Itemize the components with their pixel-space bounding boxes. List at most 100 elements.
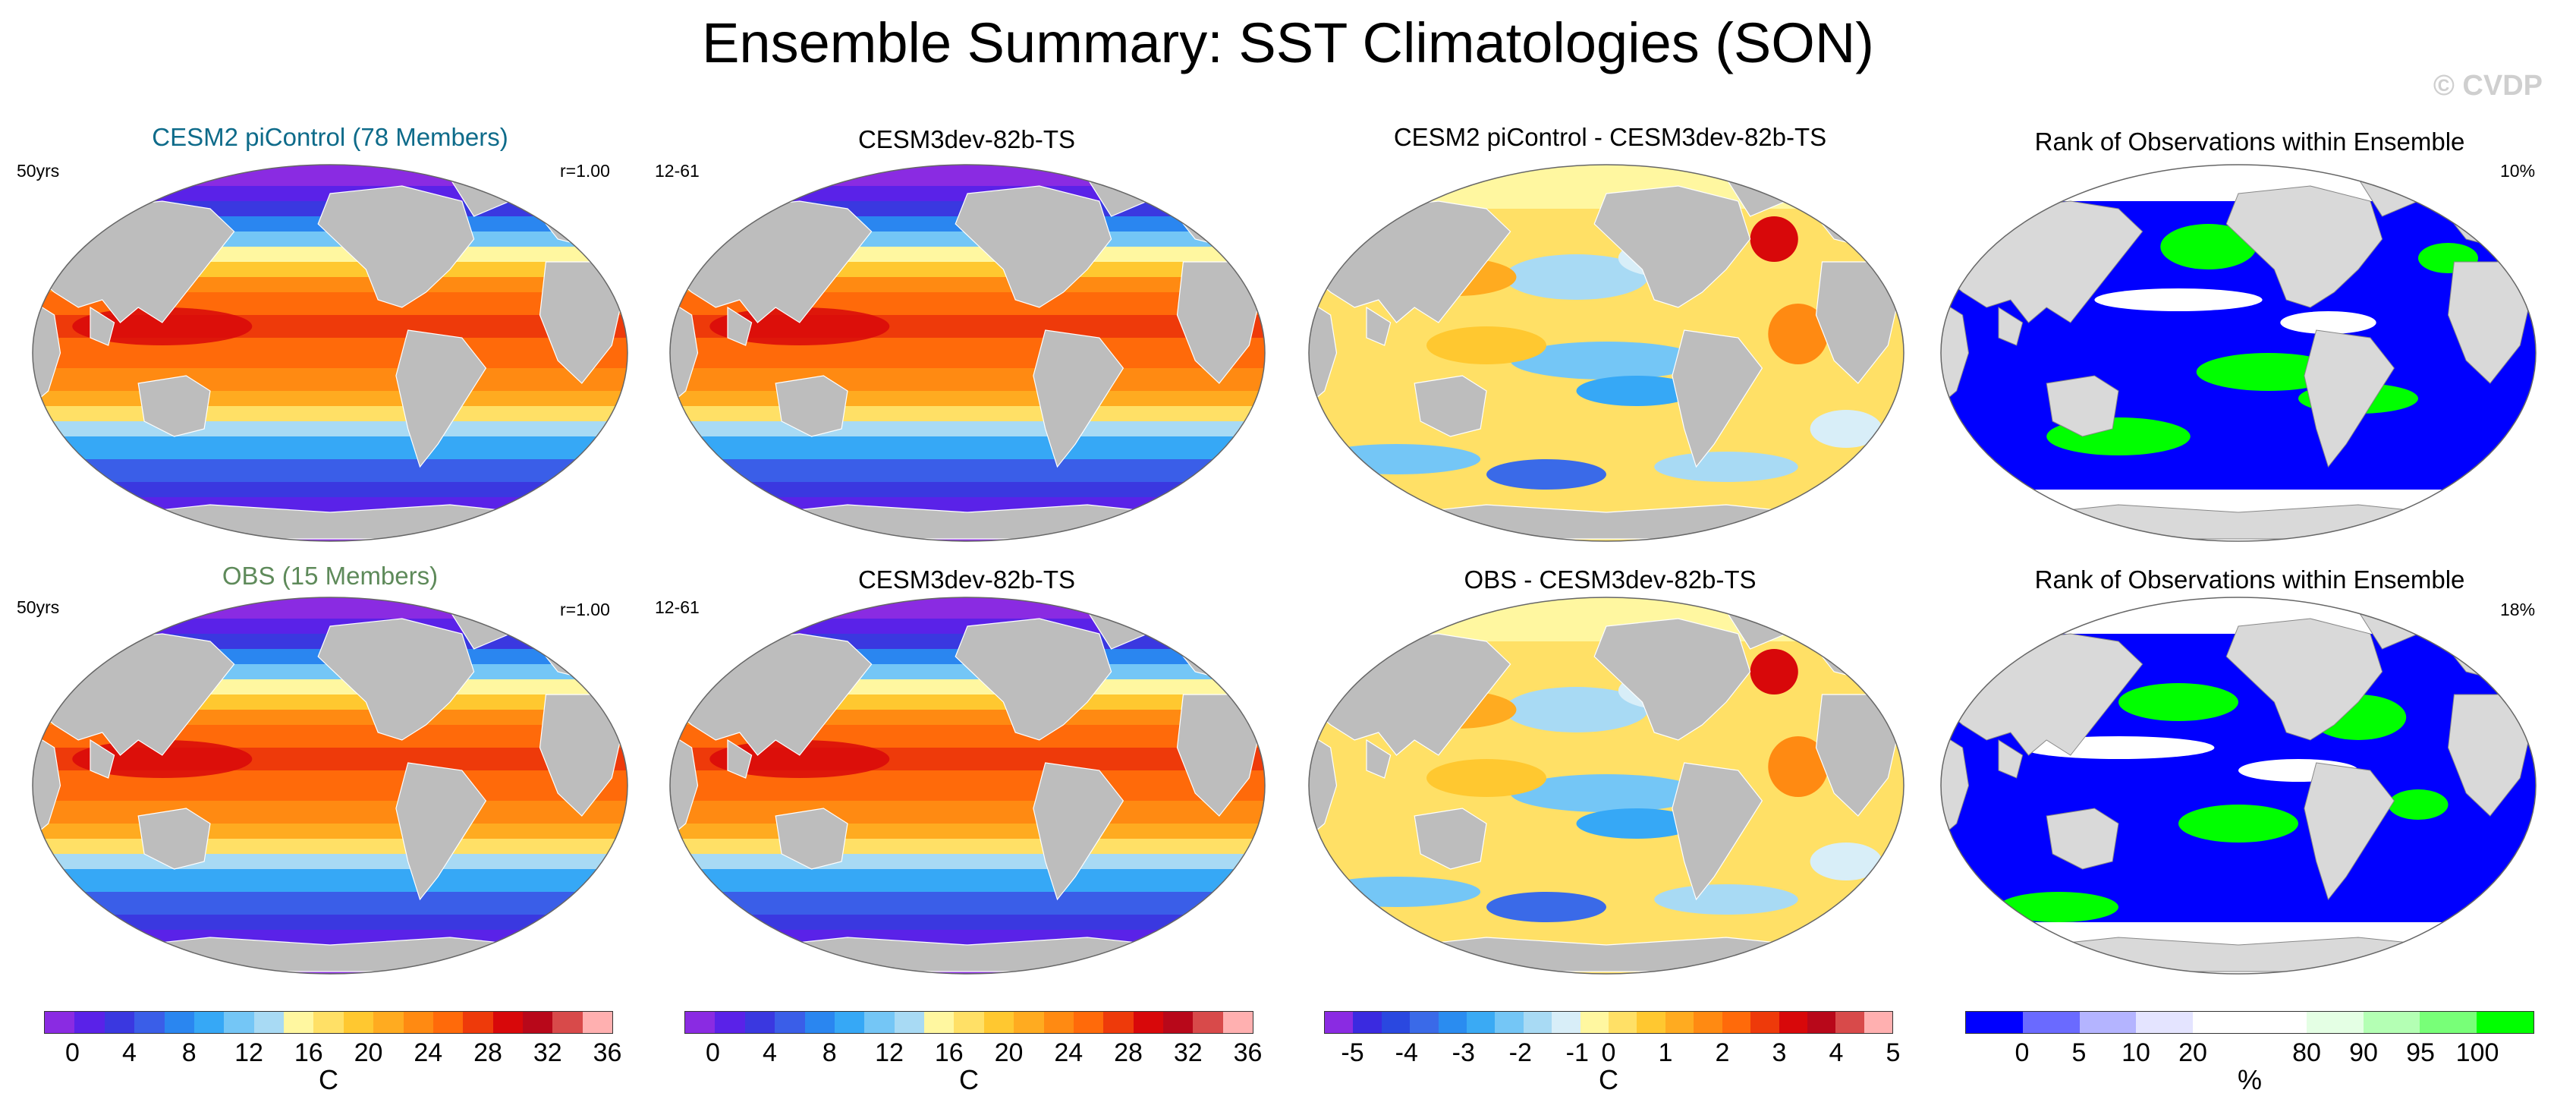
- colorbar-tick-label: 5: [1886, 1038, 1901, 1068]
- colorbar-swatch: [895, 1012, 924, 1033]
- panel6-title: CESM3dev-82b-TS: [671, 565, 1263, 594]
- panel5-sst-map: [30, 596, 630, 975]
- colorbar-sst-2-unit: C: [959, 1064, 979, 1096]
- colorbar-swatch: [685, 1012, 715, 1033]
- colorbar-swatch: [2136, 1012, 2193, 1033]
- colorbar-swatch: [373, 1012, 403, 1033]
- colorbar-swatch: [1134, 1012, 1163, 1033]
- colorbar-sst-1: [44, 1011, 613, 1034]
- colorbar-tick-label: 20: [354, 1038, 383, 1068]
- colorbar-tick-label: 32: [1174, 1038, 1203, 1068]
- colorbar-swatch: [1382, 1012, 1410, 1033]
- colorbar-swatch: [864, 1012, 894, 1033]
- colorbar-tick-label: -4: [1395, 1038, 1418, 1068]
- colorbar-sst-2: [684, 1011, 1253, 1034]
- colorbar-swatch: [1495, 1012, 1523, 1033]
- colorbar-tick-label: -5: [1341, 1038, 1363, 1068]
- colorbar-tick-label: -1: [1566, 1038, 1589, 1068]
- panel6-sst-map: [668, 596, 1267, 975]
- colorbar-difference-unit: C: [1599, 1064, 1618, 1096]
- colorbar-swatch: [2193, 1012, 2250, 1033]
- colorbar-swatch: [1864, 1012, 1892, 1033]
- colorbar-tick-label: 32: [533, 1038, 562, 1068]
- colorbar-tick-label: 80: [2292, 1038, 2321, 1068]
- colorbar-swatch: [1637, 1012, 1665, 1033]
- panel4-title: Rank of Observations within Ensemble: [1954, 128, 2546, 156]
- colorbar-swatch: [2023, 1012, 2080, 1033]
- colorbar-swatch: [1074, 1012, 1103, 1033]
- panel2-title: CESM3dev-82b-TS: [671, 125, 1263, 154]
- colorbar-tick-label: 20: [995, 1038, 1024, 1068]
- colorbar-swatch: [1223, 1012, 1253, 1033]
- colorbar-swatch: [463, 1012, 492, 1033]
- colorbar-tick-label: 0: [706, 1038, 720, 1068]
- colorbar-swatch: [552, 1012, 582, 1033]
- colorbar-tick-label: 36: [593, 1038, 622, 1068]
- colorbar-swatch: [1467, 1012, 1495, 1033]
- colorbar-swatch: [1325, 1012, 1353, 1033]
- colorbar-tick-label: 4: [763, 1038, 777, 1068]
- colorbar-swatch: [134, 1012, 164, 1033]
- colorbar-swatch: [194, 1012, 224, 1033]
- colorbar-swatch: [2307, 1012, 2364, 1033]
- colorbar-swatch: [1044, 1012, 1074, 1033]
- colorbar-swatch: [1694, 1012, 1722, 1033]
- colorbar-swatch: [1779, 1012, 1807, 1033]
- colorbar-swatch: [835, 1012, 864, 1033]
- colorbar-swatch: [254, 1012, 284, 1033]
- colorbar-swatch: [805, 1012, 835, 1033]
- colorbar-swatch: [1722, 1012, 1750, 1033]
- colorbar-swatch: [1665, 1012, 1694, 1033]
- colorbar-swatch: [105, 1012, 134, 1033]
- colorbar-tick-label: 24: [414, 1038, 442, 1068]
- copyright-watermark: © CVDP: [2433, 70, 2543, 102]
- colorbar-swatch: [1014, 1012, 1043, 1033]
- colorbar-swatch: [165, 1012, 194, 1033]
- colorbar-swatch: [1750, 1012, 1779, 1033]
- panel3-difference-map: [1307, 163, 1906, 543]
- panel8-title: Rank of Observations within Ensemble: [1954, 565, 2546, 594]
- panel1-title: CESM2 piControl (78 Members): [34, 123, 626, 152]
- colorbar-tick-label: 5: [2072, 1038, 2087, 1068]
- colorbar-swatch: [2477, 1012, 2534, 1033]
- colorbar-swatch: [284, 1012, 313, 1033]
- colorbar-tick-label: 12: [234, 1038, 263, 1068]
- colorbar-swatch: [224, 1012, 253, 1033]
- colorbar-swatch: [2250, 1012, 2307, 1033]
- panel3-title: CESM2 piControl - CESM3dev-82b-TS: [1314, 123, 1906, 152]
- colorbar-tick-label: 8: [822, 1038, 837, 1068]
- colorbar-tick-label: 0: [2015, 1038, 2030, 1068]
- colorbar-tick-label: 24: [1054, 1038, 1083, 1068]
- colorbar-tick-label: 8: [182, 1038, 197, 1068]
- colorbar-swatch: [2080, 1012, 2137, 1033]
- colorbar-tick-label: 12: [875, 1038, 904, 1068]
- colorbar-swatch: [493, 1012, 523, 1033]
- colorbar-swatch: [1524, 1012, 1552, 1033]
- colorbar-tick-label: 10: [2122, 1038, 2150, 1068]
- colorbar-swatch: [1163, 1012, 1193, 1033]
- colorbar-tick-label: 4: [122, 1038, 137, 1068]
- colorbar-swatch: [1410, 1012, 1438, 1033]
- colorbar-tick-label: 0: [65, 1038, 80, 1068]
- panel7-difference-map: [1307, 596, 1906, 975]
- colorbar-tick-label: -3: [1452, 1038, 1475, 1068]
- colorbar-swatch: [1439, 1012, 1467, 1033]
- colorbar-tick-label: 100: [2456, 1038, 2499, 1068]
- colorbar-tick-label: 20: [2178, 1038, 2207, 1068]
- colorbar-tick-label: 28: [1114, 1038, 1143, 1068]
- colorbar-swatch: [344, 1012, 373, 1033]
- colorbar-swatch: [523, 1012, 552, 1033]
- colorbar-swatch: [74, 1012, 104, 1033]
- colorbar-swatch: [1581, 1012, 1609, 1033]
- colorbar-swatch: [1835, 1012, 1864, 1033]
- colorbar-swatch: [984, 1012, 1014, 1033]
- figure-title: Ensemble Summary: SST Climatologies (SON…: [0, 11, 2576, 75]
- colorbar-rank-unit: %: [2238, 1064, 2262, 1096]
- colorbar-swatch: [433, 1012, 463, 1033]
- colorbar-swatch: [45, 1012, 74, 1033]
- colorbar-swatch: [1353, 1012, 1381, 1033]
- colorbar-swatch: [745, 1012, 775, 1033]
- colorbar-swatch: [1966, 1012, 2023, 1033]
- colorbar-swatch: [404, 1012, 433, 1033]
- panel8-rank-map: [1939, 596, 2538, 975]
